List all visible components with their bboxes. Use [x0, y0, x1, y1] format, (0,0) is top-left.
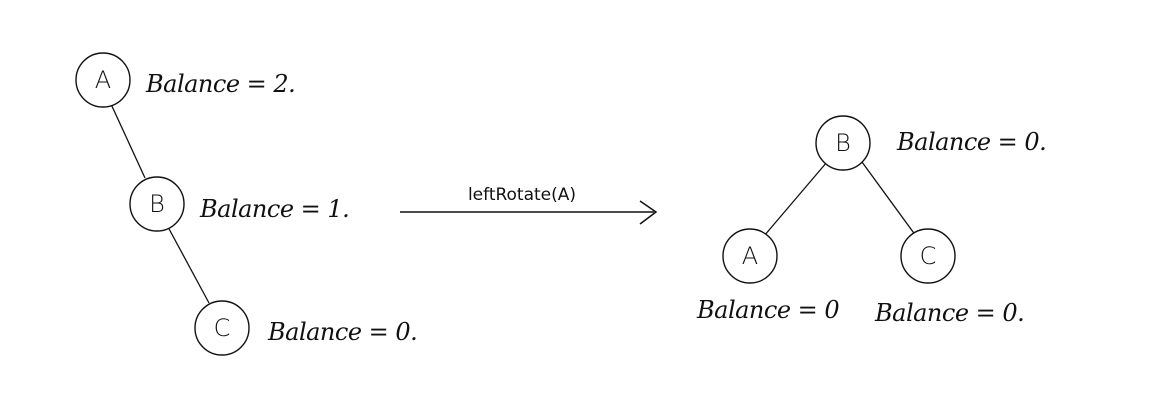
after-node-a-label: A: [742, 242, 758, 270]
after-node-c-balance: Balance = 0.: [874, 299, 1024, 327]
before-node-c-label: C: [214, 314, 231, 342]
before-edge-a-b: [110, 103, 146, 179]
operation-label: leftRotate(A): [468, 185, 576, 205]
before-node-a: A: [75, 52, 131, 108]
after-edge-b-a: [763, 161, 828, 237]
before-node-c-balance: Balance = 0.: [267, 318, 417, 346]
after-node-a: A: [722, 228, 778, 284]
before-node-c: C: [194, 300, 250, 356]
after-edge-b-c: [861, 161, 917, 237]
after-node-b-label: B: [835, 129, 851, 157]
after-node-c-label: C: [920, 242, 937, 270]
before-tree: A Balance = 2. B Balance = 1. C Balance …: [75, 52, 418, 356]
after-node-b-balance: Balance = 0.: [896, 128, 1046, 156]
arrow-head-icon: [639, 200, 658, 225]
before-node-b-balance: Balance = 1.: [199, 195, 349, 223]
before-node-b: B: [129, 176, 185, 232]
before-node-a-balance: Balance = 2.: [145, 70, 295, 98]
before-edge-b-c: [167, 226, 210, 304]
before-node-b-label: B: [149, 190, 165, 218]
after-tree: B Balance = 0. A Balance = 0 C Balance =…: [696, 115, 1047, 327]
before-node-a-label: A: [95, 66, 111, 94]
after-node-b: B: [815, 115, 871, 171]
operation-arrow: leftRotate(A): [400, 185, 658, 225]
after-node-c: C: [900, 228, 956, 284]
after-node-a-balance: Balance = 0: [696, 296, 839, 324]
